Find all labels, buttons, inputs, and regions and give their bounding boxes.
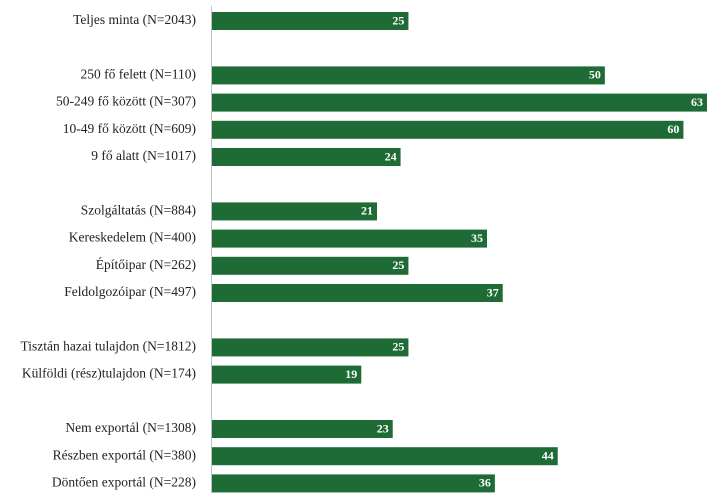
category-label: Külföldi (rész)tulajdon (N=174)	[22, 366, 196, 381]
bar	[212, 420, 393, 438]
value-label: 19	[345, 367, 357, 381]
value-label: 25	[392, 340, 404, 354]
value-label: 25	[392, 258, 404, 272]
category-label: Tisztán hazai tulajdon (N=1812)	[21, 338, 196, 353]
category-label: Építőipar (N=262)	[96, 257, 196, 272]
value-label: 60	[667, 122, 679, 136]
value-label: 23	[377, 421, 389, 435]
category-label: 10-49 fő között (N=609)	[63, 121, 196, 136]
value-label: 36	[479, 476, 491, 490]
bar	[212, 12, 409, 30]
category-label: Teljes minta (N=2043)	[73, 12, 196, 27]
category-label: Részben exportál (N=380)	[53, 447, 196, 462]
category-label: Szolgáltatás (N=884)	[81, 202, 196, 217]
value-label: 37	[487, 285, 499, 299]
category-label: 9 fő alatt (N=1017)	[91, 148, 196, 163]
value-label: 63	[691, 95, 703, 109]
value-label: 35	[471, 231, 483, 245]
bar	[212, 202, 377, 221]
category-label: 50-249 fő között (N=307)	[56, 94, 196, 109]
category-label: Kereskedelem (N=400)	[69, 230, 196, 245]
bar	[212, 447, 558, 466]
value-label: 25	[392, 13, 404, 27]
value-label: 21	[361, 204, 373, 218]
category-label: Nem exportál (N=1308)	[65, 420, 196, 435]
bar	[212, 338, 409, 357]
bar	[212, 256, 409, 275]
bar	[212, 474, 495, 493]
bar	[212, 66, 605, 85]
bar	[212, 365, 362, 384]
value-label: 50	[589, 68, 601, 82]
category-label: Feldolgozóipar (N=497)	[64, 284, 196, 299]
bar	[212, 148, 401, 166]
bar	[212, 120, 684, 139]
bar	[212, 229, 487, 248]
bar	[212, 284, 503, 302]
category-label: Döntően exportál (N=228)	[52, 474, 196, 489]
value-label: 24	[385, 149, 397, 163]
value-label: 44	[542, 448, 554, 462]
category-label: 250 fő felett (N=110)	[81, 66, 196, 81]
bar	[212, 93, 707, 112]
